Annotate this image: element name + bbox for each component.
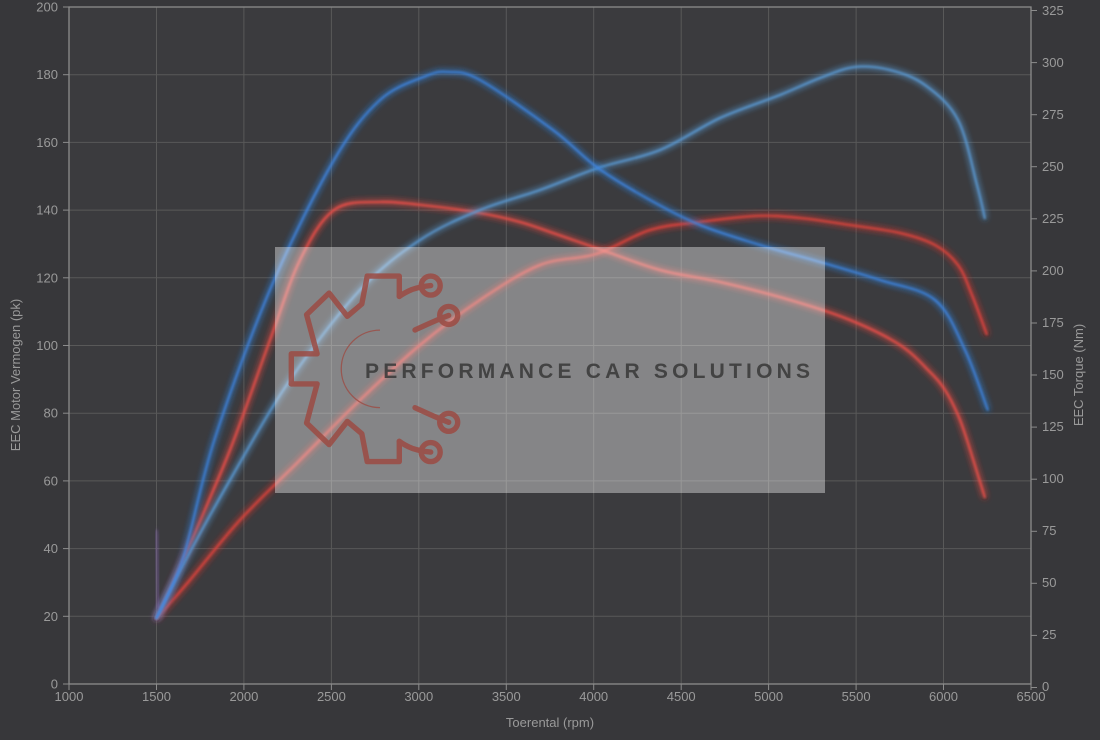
svg-text:40: 40: [44, 541, 58, 556]
svg-text:250: 250: [1042, 159, 1064, 174]
svg-text:150: 150: [1042, 367, 1064, 382]
svg-text:300: 300: [1042, 55, 1064, 70]
svg-text:EEC Motor Vermogen (pk): EEC Motor Vermogen (pk): [8, 299, 23, 451]
svg-text:5500: 5500: [842, 689, 871, 704]
svg-text:140: 140: [36, 203, 58, 218]
svg-text:PERFORMANCE CAR SOLUTIONS: PERFORMANCE CAR SOLUTIONS: [365, 360, 814, 383]
svg-text:4000: 4000: [579, 689, 608, 704]
svg-text:175: 175: [1042, 315, 1064, 330]
svg-text:60: 60: [44, 473, 58, 488]
svg-text:125: 125: [1042, 419, 1064, 434]
svg-text:1000: 1000: [55, 689, 84, 704]
svg-text:Toerental (rpm): Toerental (rpm): [506, 715, 594, 730]
svg-text:0: 0: [51, 677, 58, 692]
svg-text:80: 80: [44, 406, 58, 421]
svg-text:200: 200: [1042, 263, 1064, 278]
svg-text:3500: 3500: [492, 689, 521, 704]
svg-text:120: 120: [36, 270, 58, 285]
svg-text:180: 180: [36, 67, 58, 82]
svg-text:325: 325: [1042, 3, 1064, 18]
svg-text:50: 50: [1042, 575, 1056, 590]
svg-text:275: 275: [1042, 107, 1064, 122]
svg-text:160: 160: [36, 135, 58, 150]
svg-text:75: 75: [1042, 523, 1056, 538]
svg-text:0: 0: [1042, 679, 1049, 694]
svg-text:5000: 5000: [754, 689, 783, 704]
svg-text:200: 200: [36, 0, 58, 15]
svg-text:6000: 6000: [929, 689, 958, 704]
svg-text:3000: 3000: [404, 689, 433, 704]
svg-text:20: 20: [44, 609, 58, 624]
svg-text:4500: 4500: [667, 689, 696, 704]
svg-text:100: 100: [36, 338, 58, 353]
svg-text:2500: 2500: [317, 689, 346, 704]
svg-text:100: 100: [1042, 471, 1064, 486]
svg-text:225: 225: [1042, 211, 1064, 226]
svg-text:2000: 2000: [229, 689, 258, 704]
svg-text:EEC Torque (Nm): EEC Torque (Nm): [1071, 324, 1086, 426]
svg-text:1500: 1500: [142, 689, 171, 704]
svg-text:25: 25: [1042, 627, 1056, 642]
